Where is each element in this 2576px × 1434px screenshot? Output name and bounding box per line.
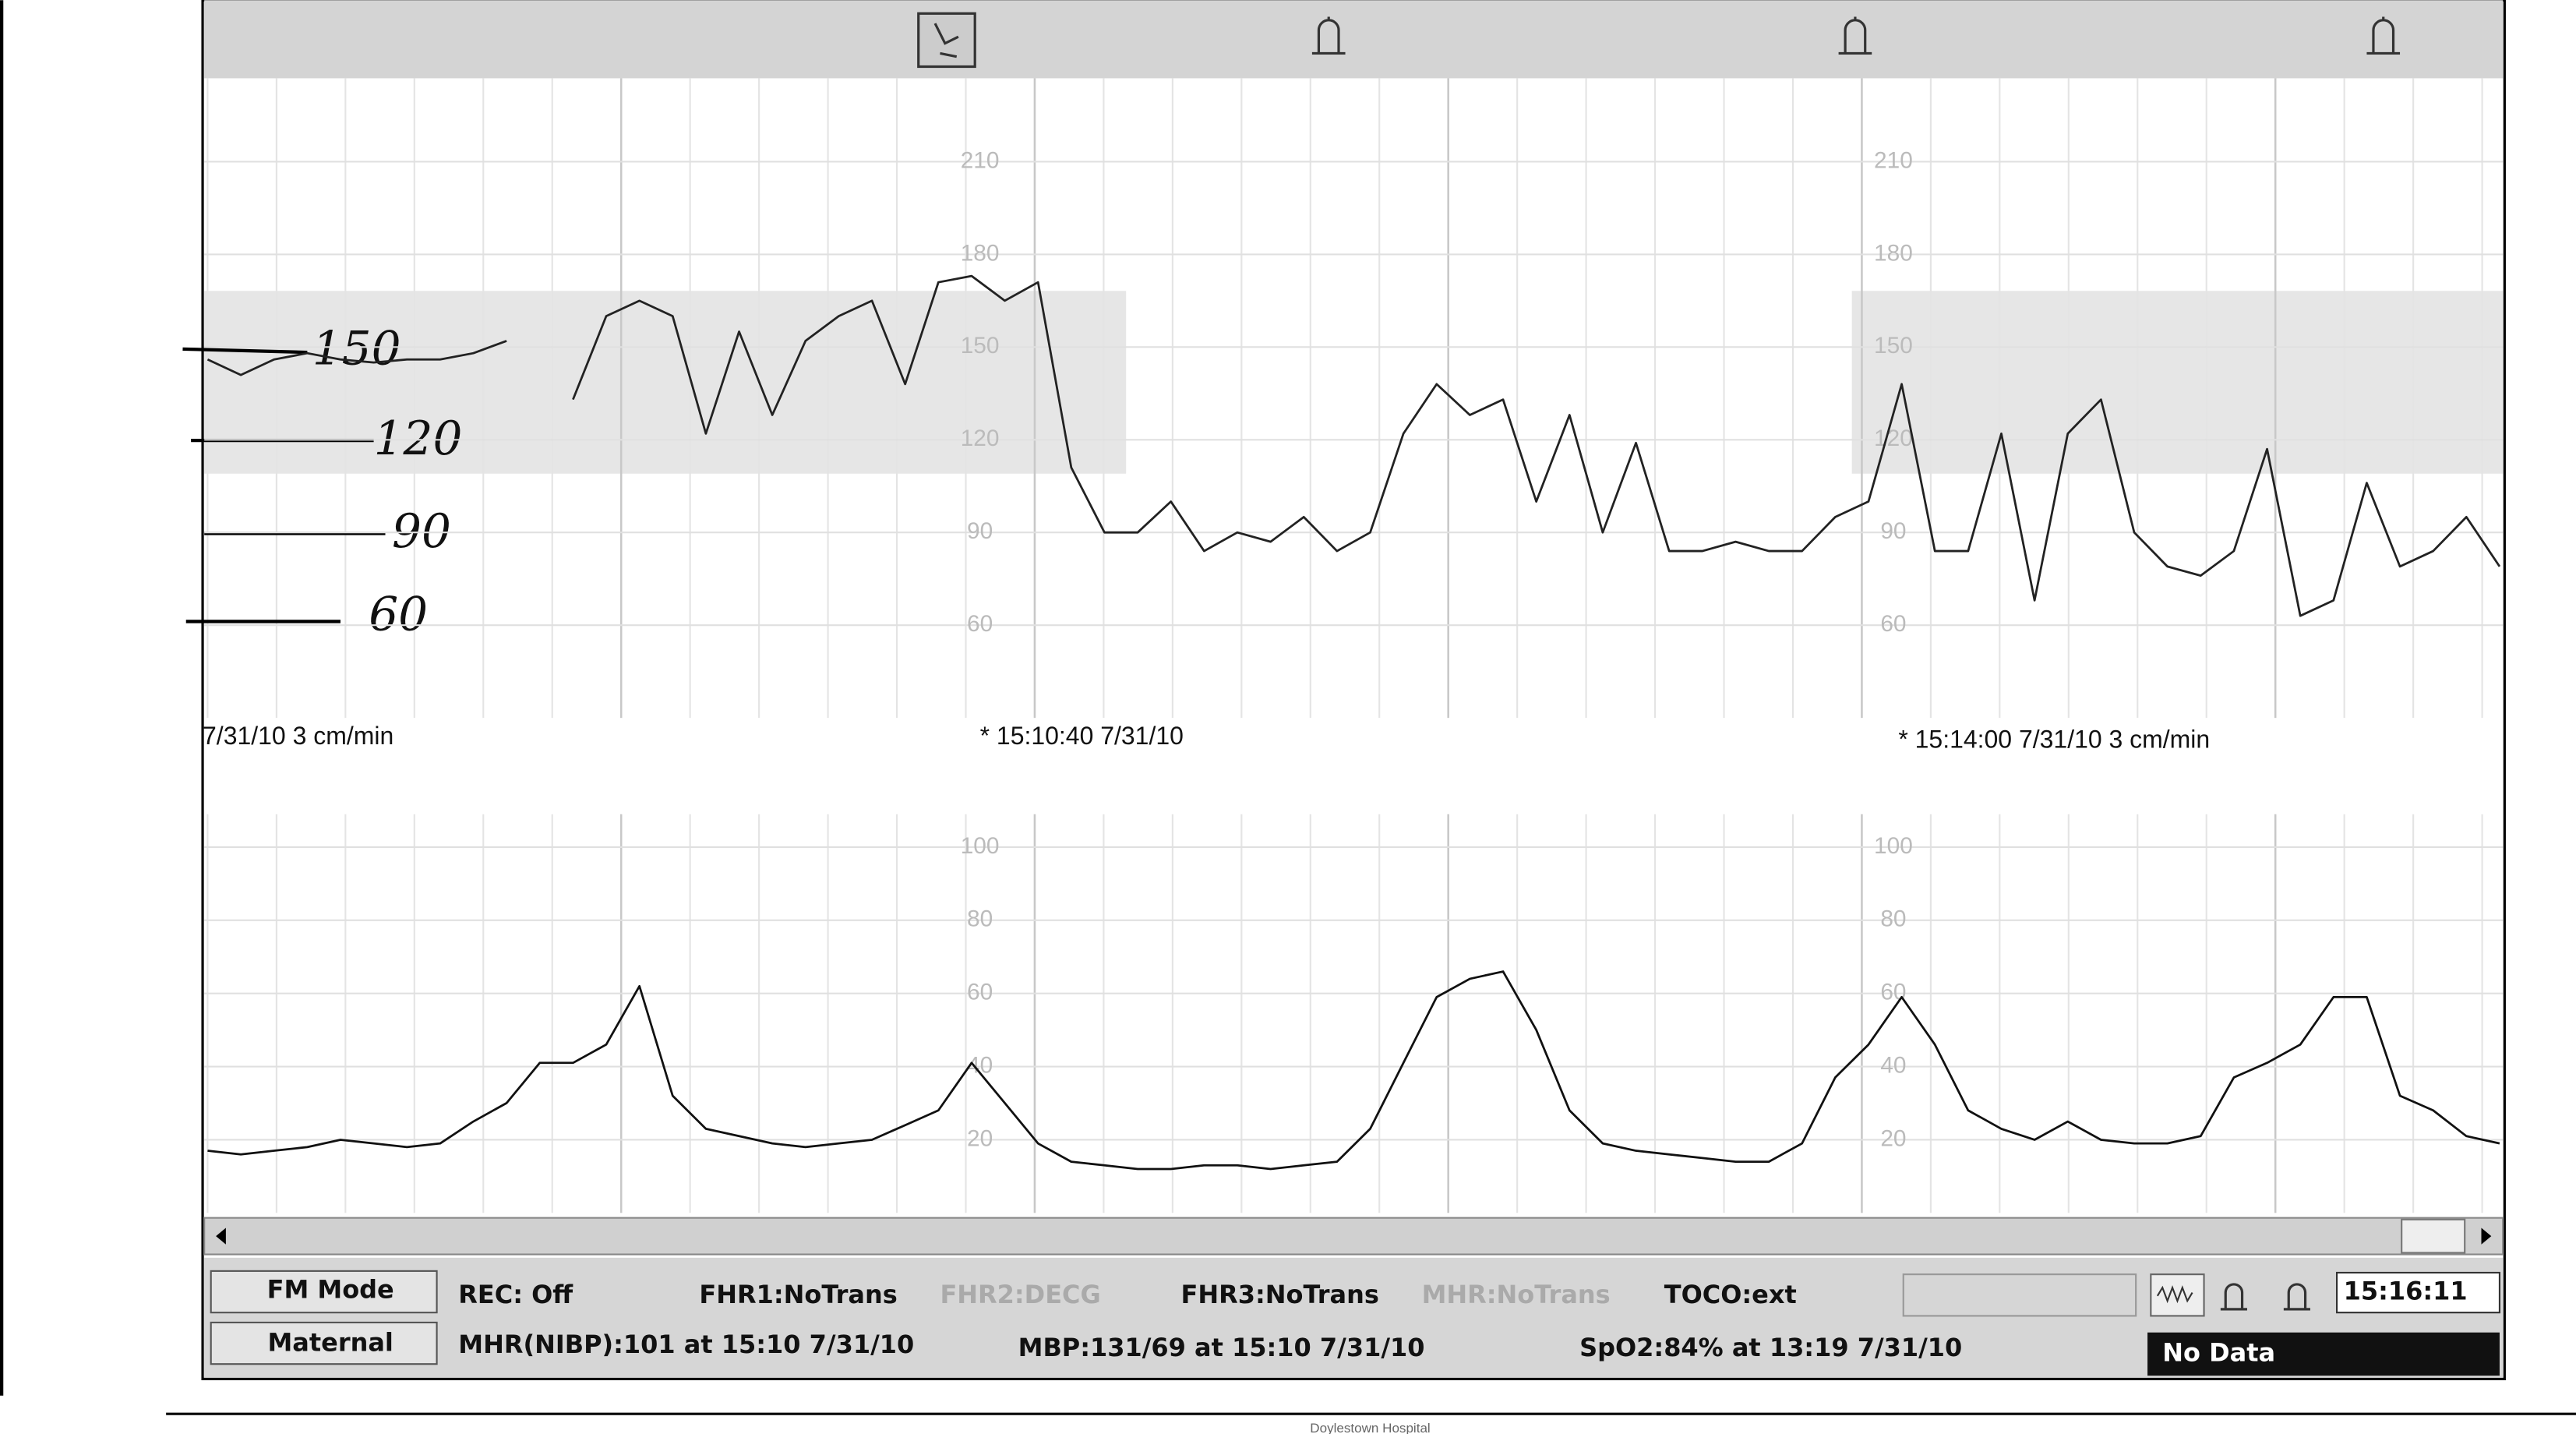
scrollbar[interactable]	[203, 1217, 2504, 1256]
annotation-line	[182, 347, 308, 355]
time-label: 7/31/10 3 cm/min	[203, 722, 393, 750]
button[interactable]	[210, 1321, 438, 1365]
no-data: No Data	[2162, 1337, 2275, 1367]
status: FHR2:DECG	[940, 1280, 1100, 1309]
status: TOCO:ext	[1664, 1280, 1797, 1309]
vertical-grid	[206, 78, 2483, 1213]
annotation: 150	[312, 323, 401, 376]
clock: 15:16:11	[2344, 1277, 2468, 1306]
trace-glyph	[2156, 1285, 2193, 1304]
y-tick-label: 150	[1874, 333, 1913, 358]
button[interactable]	[210, 1270, 438, 1314]
y-tick-label: 40	[1880, 1052, 1906, 1078]
clock-box	[2335, 1271, 2501, 1314]
y-tick-label: 180	[961, 240, 1000, 266]
time-label: * 15:14:00 7/31/10 3 cm/min	[1898, 725, 2210, 753]
footer: Doylestown Hospital	[1310, 1421, 1430, 1434]
scroll-track[interactable]	[203, 1217, 2504, 1256]
alarm-icons	[917, 12, 2401, 69]
bell[interactable]	[1838, 16, 1872, 55]
alarm-bar	[204, 0, 2504, 79]
y-tick-label: 120	[1874, 426, 1913, 451]
trace-icon[interactable]	[2150, 1273, 2205, 1317]
y-tick-label: 90	[967, 518, 993, 544]
trace	[207, 970, 2500, 1171]
fm-glyph	[933, 23, 959, 58]
no-data-box	[2147, 1332, 2500, 1376]
status: MHR:NoTrans	[1422, 1280, 1611, 1309]
trace	[206, 274, 2501, 617]
status: FHR1:NoTrans	[699, 1280, 897, 1309]
y-tick-label: 210	[1874, 147, 1913, 173]
normal-band	[204, 291, 1127, 474]
y-tick-label: 90	[1880, 518, 1906, 544]
button-label[interactable]: Maternal	[267, 1328, 393, 1358]
time-label: * 15:10:40 7/31/10	[980, 722, 1184, 750]
y-tick-label: 20	[1880, 1125, 1906, 1151]
button-label[interactable]: FM Mode	[267, 1274, 394, 1304]
bell[interactable]	[2366, 16, 2401, 55]
y-tick-label: 20	[967, 1125, 993, 1151]
fm-icon[interactable]	[917, 12, 976, 69]
bell[interactable]	[1311, 16, 1346, 55]
y-tick-label: 120	[961, 426, 1000, 451]
status: MBP:131/69 at 15:10 7/31/10	[1018, 1333, 1425, 1362]
alarm-icons-small[interactable]	[2220, 1283, 2310, 1311]
y-tick-label: 150	[961, 333, 1000, 358]
scroll-thumb[interactable]	[2401, 1218, 2466, 1254]
y-tick-label: 210	[961, 147, 1000, 173]
y-tick-label: 80	[967, 906, 993, 932]
y-tick-label: 100	[1874, 833, 1913, 859]
status-box	[1902, 1273, 2137, 1317]
y-tick-label: 100	[961, 833, 1000, 859]
y-tick-label: 60	[1880, 611, 1906, 637]
annotation: 60	[369, 588, 428, 642]
status: SpO2:84% at 13:19 7/31/10	[1579, 1333, 1962, 1362]
monitor-window	[201, 0, 2506, 1381]
normal-band	[1851, 291, 2504, 474]
status-bar	[204, 1257, 2504, 1378]
status: MHR(NIBP):101 at 15:10 7/31/10	[458, 1330, 914, 1359]
status: FHR3:NoTrans	[1181, 1280, 1379, 1309]
y-tick-label: 60	[967, 611, 993, 637]
y-tick-label: 60	[967, 980, 993, 1005]
status: REC: Off	[458, 1280, 573, 1309]
y-tick-label: 180	[1874, 240, 1913, 266]
y-tick-label: 80	[1880, 906, 1906, 932]
y-tick-label: 60	[1880, 980, 1906, 1005]
